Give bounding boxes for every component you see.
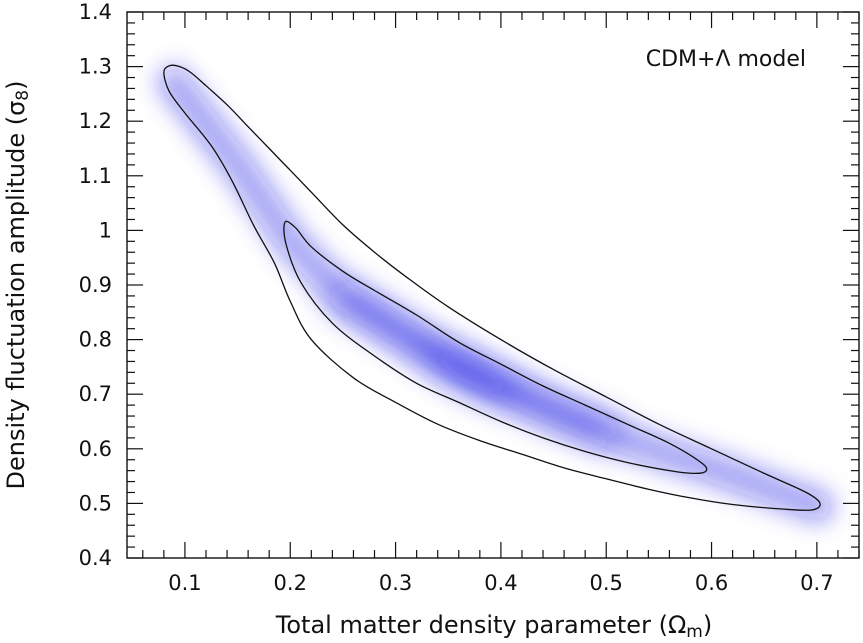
- x-tick-label: 0.2: [274, 571, 307, 595]
- y-axis-label: Density fluctuation amplitude (σ8): [2, 80, 33, 489]
- y-tick-labels: 0.4 0.5 0.6 0.7 0.8 0.9 1 1.1 1.2 1.3 1.4: [79, 0, 112, 570]
- y-tick-label: 1.1: [79, 164, 112, 188]
- x-tick-label: 0.3: [379, 571, 412, 595]
- density-peak: [421, 342, 518, 403]
- x-tick-label: 0.1: [168, 571, 201, 595]
- annotation-label: CDM+Λ model: [646, 47, 806, 72]
- y-tick-label: 0.9: [79, 273, 112, 297]
- y-tick-label: 0.6: [79, 437, 112, 461]
- contour-lines: [163, 64, 821, 511]
- x-tick-label: 0.4: [484, 571, 517, 595]
- y-tick-label: 0.8: [79, 328, 112, 352]
- density-band-wide: [151, 60, 840, 530]
- y-tick-label: 0.5: [79, 491, 112, 515]
- density-map: [151, 60, 840, 530]
- y-tick-label: 1.3: [79, 55, 112, 79]
- x-tick-label: 0.6: [695, 571, 728, 595]
- x-tick-label: 0.5: [590, 571, 623, 595]
- y-tick-label: 1.2: [79, 109, 112, 133]
- y-tick-label: 0.4: [79, 546, 112, 570]
- x-axis-label: Total matter density parameter (Ωm): [275, 611, 712, 642]
- x-tick-label: 0.7: [800, 571, 833, 595]
- y-tick-label: 0.7: [79, 382, 112, 406]
- axis-ticks: [127, 11, 860, 559]
- density-peak-glow: [331, 284, 618, 444]
- contour-inner: [283, 220, 708, 475]
- density-band-core: [161, 70, 830, 520]
- y-tick-label: 1: [99, 218, 112, 242]
- y-tick-label: 1.4: [79, 0, 112, 24]
- density-glow: [151, 60, 840, 530]
- x-tick-labels: 0.1 0.2 0.3 0.4 0.5 0.6 0.7: [168, 571, 833, 595]
- contour-outer: [163, 64, 821, 511]
